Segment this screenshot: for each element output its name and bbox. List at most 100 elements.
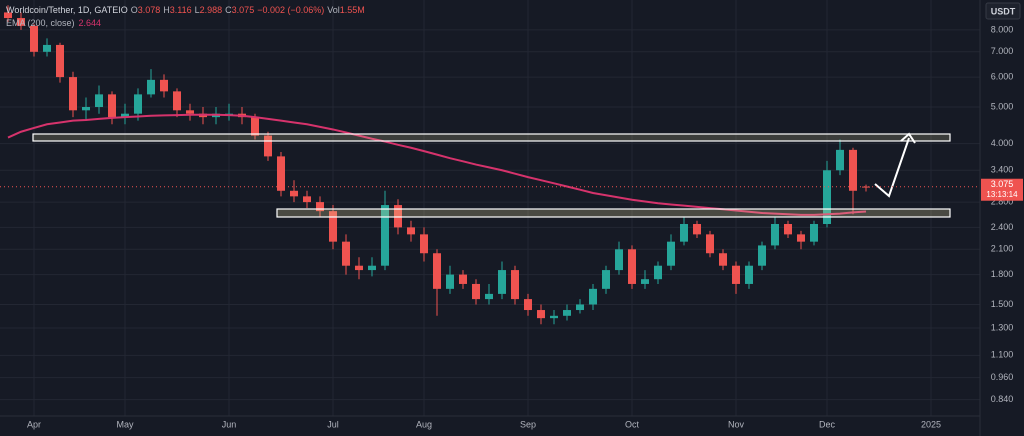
candle-body	[823, 170, 831, 225]
candle-body	[186, 110, 194, 114]
candle-body	[797, 234, 805, 242]
candle-body	[407, 227, 415, 235]
candle-body	[641, 279, 649, 284]
candle-body	[433, 253, 441, 289]
candle-body	[810, 224, 818, 242]
ohlc-value: 3.075	[232, 5, 255, 15]
candle-body	[615, 249, 623, 271]
ohlc-label: C	[225, 5, 232, 15]
x-tick-label: Nov	[728, 419, 745, 429]
y-tick-label: 3.400	[991, 165, 1014, 175]
x-tick-label: Aug	[416, 419, 432, 429]
ohlc-label: L	[195, 5, 200, 15]
candle-body	[498, 270, 506, 294]
x-tick-label: Apr	[27, 419, 41, 429]
y-tick-label: 7.000	[991, 46, 1014, 56]
candle-body	[173, 91, 181, 111]
candle-body	[524, 299, 532, 311]
candle-body	[719, 253, 727, 266]
candle-body	[563, 310, 571, 316]
resistance-zone	[32, 133, 951, 142]
candle-body	[511, 270, 519, 300]
y-tick-label: 1.100	[991, 350, 1014, 360]
candle-body	[628, 249, 636, 284]
indicator-name: EMA (200, close)	[6, 18, 75, 28]
candle-body	[290, 190, 298, 197]
y-tick-label: 1.800	[991, 269, 1014, 279]
candle-body	[303, 196, 311, 203]
ohlc-label: H	[163, 5, 170, 15]
x-tick-label: Sep	[520, 419, 536, 429]
candle-body	[446, 274, 454, 289]
candle-body	[329, 211, 337, 242]
candle-body	[420, 234, 428, 254]
indicator-legend: EMA (200, close) 2.644	[6, 18, 101, 28]
ohlc-value: 3.116	[170, 5, 192, 15]
candle-body	[43, 44, 51, 52]
candle-body	[342, 241, 350, 266]
candle-body	[147, 79, 155, 95]
x-tick-label: Dec	[819, 419, 836, 429]
x-tick-label: May	[116, 419, 134, 429]
candle-body	[472, 283, 480, 300]
y-tick-label: 0.840	[991, 394, 1014, 404]
currency-label: USDT	[991, 6, 1016, 16]
candle-body	[82, 106, 90, 111]
change: −0.002 (−0.06%)	[257, 5, 324, 15]
volume-label: Vol	[327, 5, 340, 15]
price-tag	[981, 178, 1023, 201]
candle-body	[485, 293, 493, 300]
ohlc-label: O	[131, 5, 138, 15]
candle-body	[667, 241, 675, 266]
y-tick-label: 1.300	[991, 322, 1014, 332]
projection-arrow	[874, 137, 910, 198]
candle-body	[680, 224, 688, 242]
candle-body	[277, 156, 285, 191]
candle-body	[732, 265, 740, 284]
candle-body	[758, 245, 766, 266]
y-tick-label: 8.000	[991, 24, 1014, 34]
y-tick-label: 1.500	[991, 299, 1014, 309]
candle-body	[654, 265, 662, 280]
candle-body	[394, 205, 402, 228]
candle-body	[784, 224, 792, 235]
y-tick-label: 4.000	[991, 138, 1014, 148]
candle-body	[771, 224, 779, 246]
y-tick-label: 5.000	[991, 101, 1014, 111]
x-tick-label: 2025	[921, 419, 941, 429]
legend-line: Worldcoin/Tether, 1D, GATEIO O3.078 H3.116…	[6, 5, 365, 15]
candle-body	[537, 310, 545, 319]
y-tick-label: 6.000	[991, 71, 1014, 81]
support-zone	[276, 208, 951, 218]
candle-body	[576, 304, 584, 311]
candle-body	[550, 315, 558, 319]
x-tick-label: Oct	[625, 419, 640, 429]
x-tick-label: Jul	[327, 419, 339, 429]
candle-body	[17, 18, 25, 26]
price-tag-value: 3.075	[991, 179, 1014, 189]
candle-body	[4, 12, 12, 19]
candle-body	[30, 25, 38, 52]
candle-body	[251, 117, 259, 136]
y-tick-label: 2.400	[991, 222, 1014, 232]
candle-body	[706, 234, 714, 254]
candle-body	[121, 113, 129, 118]
candle-body	[862, 186, 870, 188]
candle-body	[56, 44, 64, 78]
candle-body	[745, 265, 753, 284]
candle-body	[95, 94, 103, 107]
arrow-head	[900, 132, 916, 144]
candle-body	[264, 135, 272, 157]
candle-body	[381, 205, 389, 266]
countdown: 13:13:14	[986, 190, 1018, 199]
candle-body	[589, 288, 597, 305]
candle-body	[69, 77, 77, 111]
y-tick-label: 2.100	[991, 244, 1014, 254]
candle-body	[459, 274, 467, 284]
x-tick-label: Jun	[222, 419, 237, 429]
indicator-value: 2.644	[79, 18, 102, 28]
currency-box	[985, 2, 1021, 20]
candle-body	[108, 94, 116, 118]
